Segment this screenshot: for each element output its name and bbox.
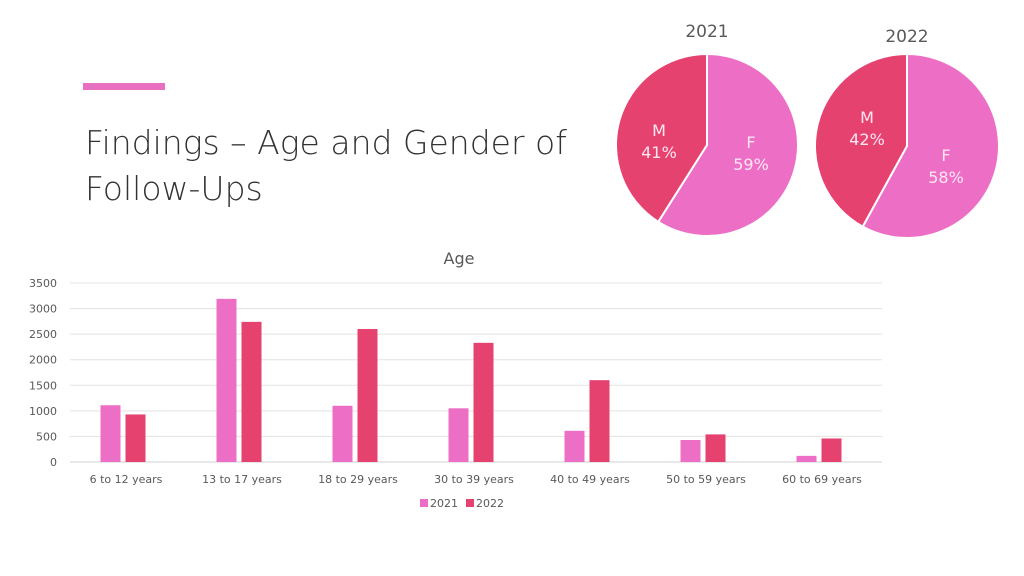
bar-2021-6 — [796, 455, 817, 462]
pie-2021-slice-F — [656, 52, 799, 237]
slide-title-line-1: Findings – Age and Gender of — [85, 123, 567, 162]
y-tick-label: 2500 — [29, 328, 57, 341]
pie-2022-label-F: F — [941, 146, 950, 165]
bar-2022-2 — [357, 329, 378, 462]
y-tick-label: 2000 — [29, 354, 57, 367]
bar-2022-0 — [125, 414, 146, 462]
pie-2021-slice-M — [615, 52, 708, 224]
pie-2022-slice-M — [814, 52, 908, 228]
bar-2021-0 — [100, 405, 121, 462]
legend-label-2021: 2021 — [430, 497, 458, 510]
y-tick-label: 3000 — [29, 303, 57, 316]
x-tick-label: 30 to 39 years — [434, 473, 514, 486]
bar-2022-6 — [821, 438, 842, 462]
pie-2022-label-M: M — [860, 108, 874, 127]
bar-2021-3 — [448, 408, 469, 462]
y-tick-label: 1500 — [29, 379, 57, 392]
bar-2021-2 — [332, 405, 353, 462]
x-tick-label: 13 to 17 years — [202, 473, 282, 486]
title-accent-bar — [83, 83, 165, 90]
pie-2022-title: 2022 — [885, 27, 928, 47]
pie-2022-slice-F — [861, 52, 1000, 239]
bar-2022-1 — [241, 321, 262, 462]
y-tick-label: 0 — [50, 456, 57, 469]
x-tick-label: 60 to 69 years — [782, 473, 862, 486]
pie-2021-label-M: M — [652, 121, 666, 140]
pie-2021-value-M: 41% — [641, 143, 677, 162]
slide-title-line-2: Follow-Ups — [85, 169, 263, 208]
bar-2022-3 — [473, 342, 494, 462]
legend-swatch-2021 — [420, 499, 428, 507]
y-tick-label: 3500 — [29, 277, 57, 290]
pie-2021-value-F: 59% — [733, 155, 769, 174]
pie-2021-label-F: F — [746, 133, 755, 152]
x-tick-label: 6 to 12 years — [90, 473, 163, 486]
bar-2022-4 — [589, 380, 610, 462]
x-tick-label: 18 to 29 years — [318, 473, 398, 486]
bar-2022-5 — [705, 434, 726, 462]
y-tick-label: 500 — [36, 430, 57, 443]
bar-2021-1 — [216, 298, 237, 462]
x-tick-label: 50 to 59 years — [666, 473, 746, 486]
bar-chart-title: Age — [444, 249, 475, 268]
legend-swatch-2022 — [466, 499, 474, 507]
y-tick-label: 1000 — [29, 405, 57, 418]
bar-2021-5 — [680, 440, 701, 462]
legend-label-2022: 2022 — [476, 497, 504, 510]
x-tick-label: 40 to 49 years — [550, 473, 630, 486]
pie-2022-value-M: 42% — [849, 130, 885, 149]
bar-2021-4 — [564, 430, 585, 462]
slide-title: Findings – Age and Gender of Follow-Ups — [85, 120, 605, 212]
pie-2022-value-F: 58% — [928, 168, 964, 187]
pie-2021-title: 2021 — [685, 22, 728, 42]
